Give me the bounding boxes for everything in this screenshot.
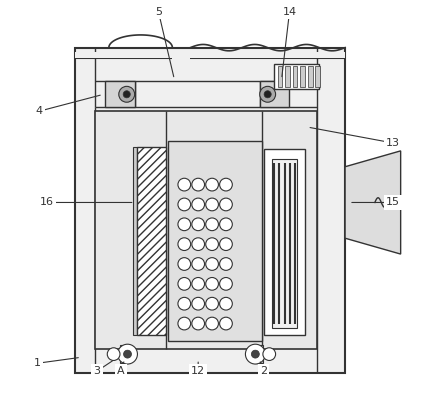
Circle shape [206, 297, 218, 310]
Circle shape [206, 317, 218, 330]
Bar [137, 147, 166, 335]
Text: 1: 1 [34, 358, 41, 368]
Bar [278, 66, 282, 87]
Circle shape [206, 238, 218, 251]
Circle shape [118, 344, 138, 364]
Circle shape [264, 91, 271, 98]
Text: 12: 12 [191, 366, 205, 376]
Polygon shape [345, 151, 400, 254]
Text: 13: 13 [386, 138, 400, 148]
Circle shape [192, 297, 205, 310]
Circle shape [178, 218, 190, 231]
Circle shape [192, 198, 205, 211]
Text: 15: 15 [386, 197, 400, 208]
Circle shape [206, 178, 218, 191]
Circle shape [178, 258, 190, 270]
Circle shape [178, 317, 190, 330]
Circle shape [192, 317, 205, 330]
Bar [274, 64, 319, 89]
Bar [300, 66, 305, 87]
Bar [105, 81, 135, 107]
Bar [308, 66, 313, 87]
Circle shape [123, 91, 130, 98]
Circle shape [178, 278, 190, 290]
Circle shape [246, 344, 265, 364]
Circle shape [206, 218, 218, 231]
Text: 14: 14 [282, 7, 297, 17]
Text: A: A [117, 366, 125, 376]
Circle shape [123, 350, 131, 358]
Bar [95, 111, 317, 349]
Bar [119, 345, 127, 363]
Text: 3: 3 [93, 366, 100, 376]
Circle shape [263, 348, 276, 360]
Circle shape [220, 258, 232, 270]
Circle shape [251, 350, 259, 358]
Text: 2: 2 [260, 366, 267, 376]
Bar [293, 66, 297, 87]
Bar [255, 345, 263, 363]
Circle shape [220, 238, 232, 251]
Circle shape [178, 297, 190, 310]
Circle shape [206, 278, 218, 290]
Text: 5: 5 [155, 7, 162, 17]
Circle shape [206, 198, 218, 211]
Bar [315, 66, 320, 87]
Bar [285, 66, 290, 87]
Circle shape [192, 218, 205, 231]
Circle shape [192, 278, 205, 290]
Bar [75, 48, 345, 373]
Bar [168, 141, 262, 341]
Bar [75, 52, 345, 58]
Circle shape [220, 218, 232, 231]
Text: 4: 4 [36, 106, 43, 116]
Circle shape [178, 198, 190, 211]
Circle shape [107, 348, 120, 360]
Circle shape [220, 317, 232, 330]
Circle shape [220, 178, 232, 191]
Circle shape [178, 238, 190, 251]
Circle shape [220, 297, 232, 310]
Circle shape [192, 178, 205, 191]
Circle shape [192, 238, 205, 251]
Bar [264, 149, 305, 335]
Bar [260, 81, 289, 107]
Bar [272, 159, 297, 328]
Circle shape [178, 178, 190, 191]
Circle shape [260, 87, 276, 102]
Bar [133, 147, 137, 335]
Circle shape [119, 87, 135, 102]
Circle shape [206, 258, 218, 270]
Circle shape [192, 258, 205, 270]
Text: 16: 16 [40, 197, 54, 208]
Circle shape [220, 198, 232, 211]
Circle shape [220, 278, 232, 290]
